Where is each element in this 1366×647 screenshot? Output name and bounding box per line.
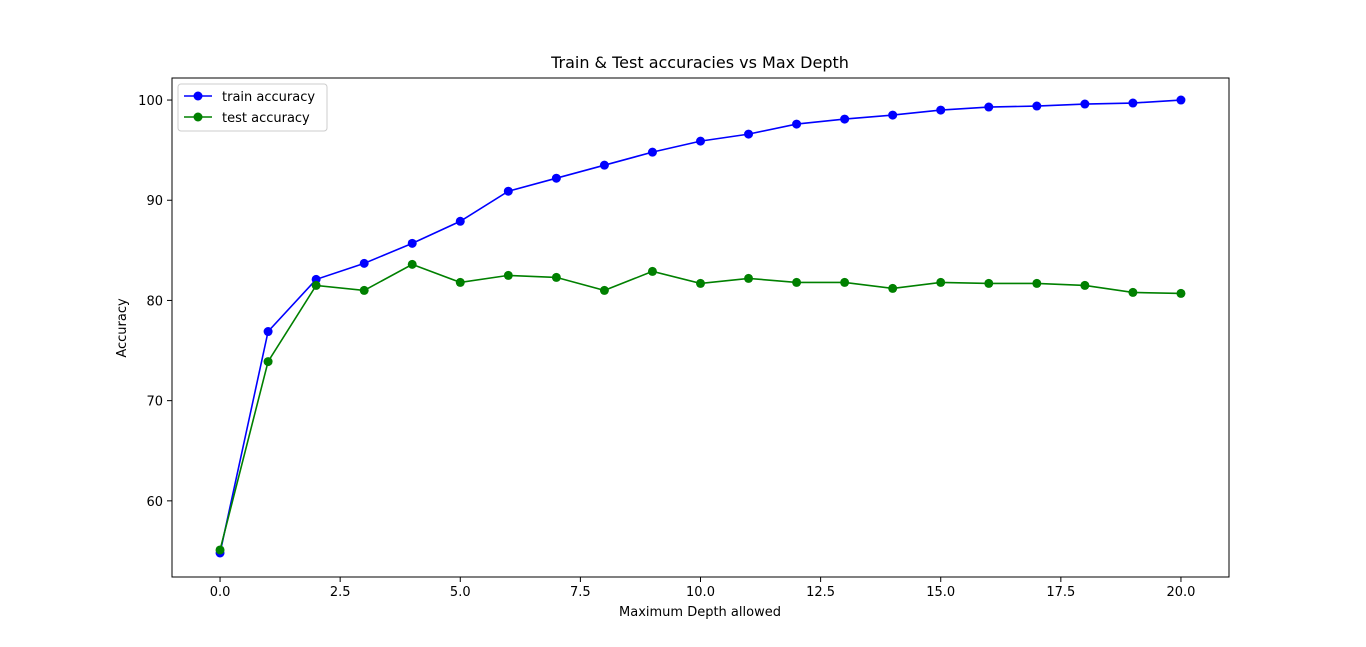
legend: train accuracy test accuracy: [177, 83, 328, 132]
data-point-test: [551, 272, 561, 282]
data-point-test: [407, 259, 417, 269]
data-point-test: [840, 277, 850, 287]
data-point-train: [551, 173, 561, 183]
y-tick-label: 70: [146, 395, 163, 410]
x-tick-label: 15.0: [926, 585, 955, 600]
y-tick-label: 100: [138, 94, 163, 109]
legend-box: [177, 83, 328, 132]
data-point-train: [936, 105, 946, 115]
data-point-train: [744, 129, 754, 139]
data-point-train: [1080, 99, 1090, 109]
data-point-train: [696, 136, 705, 146]
data-point-train: [1176, 95, 1186, 105]
legend-entry-label: train accuracy: [222, 90, 315, 105]
data-point-test: [311, 280, 321, 290]
data-point-train: [503, 186, 513, 196]
data-point-test: [263, 357, 273, 367]
data-point-test: [503, 270, 513, 280]
legend-entry-label: test accuracy: [222, 111, 310, 126]
y-tick-label: 80: [146, 294, 163, 309]
data-point-train: [359, 258, 369, 268]
legend-marker-swatch: [193, 112, 203, 122]
data-point-test: [215, 545, 225, 555]
x-tick-label: 17.5: [1046, 585, 1075, 600]
data-point-train: [1128, 98, 1138, 108]
data-point-test: [1176, 288, 1186, 298]
data-point-test: [888, 283, 898, 293]
x-tick-label: 10.0: [686, 585, 715, 600]
legend-marker-swatch: [193, 91, 203, 101]
data-point-test: [984, 278, 994, 288]
x-tick-label: 2.5: [330, 585, 351, 600]
data-point-test: [647, 266, 657, 276]
y-tick-label: 60: [146, 495, 163, 510]
data-point-train: [840, 114, 850, 124]
chart-title: Train & Test accuracies vs Max Depth: [550, 53, 849, 72]
data-point-test: [1032, 278, 1042, 288]
data-point-train: [407, 238, 417, 248]
data-point-train: [984, 102, 994, 112]
data-point-test: [1080, 280, 1090, 290]
x-tick-label: 0.0: [210, 585, 231, 600]
data-point-test: [359, 285, 369, 295]
x-tick-label: 7.5: [570, 585, 591, 600]
data-point-train: [1032, 101, 1042, 111]
x-tick-label: 5.0: [450, 585, 471, 600]
y-tick-label: 90: [146, 194, 163, 209]
data-point-test: [696, 278, 705, 288]
data-point-test: [936, 277, 946, 287]
x-tick-label: 12.5: [806, 585, 835, 600]
data-point-train: [455, 216, 465, 226]
y-axis-label: Accuracy: [115, 298, 130, 358]
data-point-test: [744, 273, 754, 283]
x-axis-label: Maximum Depth allowed: [619, 605, 781, 620]
x-tick-label: 20.0: [1166, 585, 1195, 600]
data-point-train: [263, 327, 273, 337]
data-point-test: [1128, 287, 1138, 297]
data-point-train: [599, 160, 609, 170]
data-point-test: [792, 277, 802, 287]
data-point-test: [599, 285, 609, 295]
data-point-test: [455, 277, 465, 287]
data-point-train: [647, 147, 657, 157]
data-point-train: [888, 110, 898, 120]
data-point-train: [792, 119, 802, 129]
